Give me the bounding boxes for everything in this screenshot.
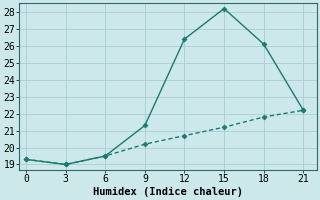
X-axis label: Humidex (Indice chaleur): Humidex (Indice chaleur): [93, 186, 243, 197]
